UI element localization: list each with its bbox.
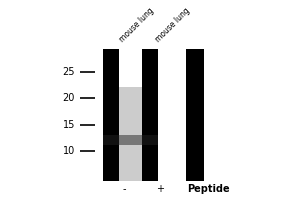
Bar (103, 135, 119, 145)
Text: 15: 15 (63, 120, 75, 130)
Bar (119, 135, 142, 145)
Bar (103, 49, 119, 181)
Bar (119, 87, 142, 181)
Bar (142, 49, 158, 181)
Bar (142, 135, 158, 145)
Text: 10: 10 (63, 146, 75, 156)
Text: mouse lung: mouse lung (154, 6, 192, 44)
Text: -: - (123, 184, 126, 194)
Text: +: + (157, 184, 164, 194)
Bar (186, 49, 204, 181)
Text: 25: 25 (62, 67, 75, 77)
Text: 20: 20 (63, 93, 75, 103)
Text: mouse lung: mouse lung (118, 6, 156, 44)
Text: Peptide: Peptide (187, 184, 230, 194)
